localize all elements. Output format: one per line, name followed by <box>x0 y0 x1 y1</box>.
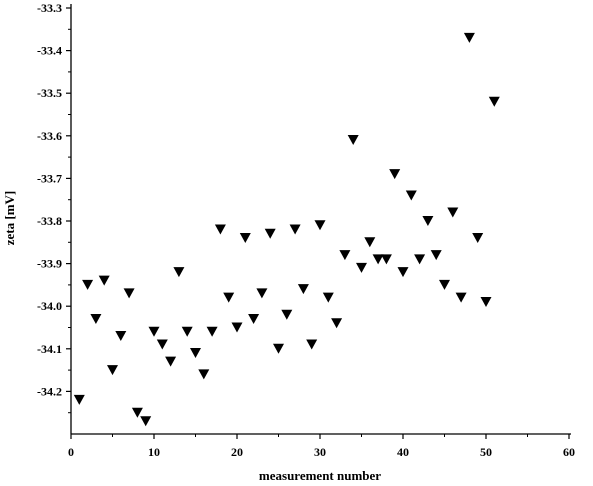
y-tick-label: -34.2 <box>37 384 62 398</box>
data-point <box>389 169 401 180</box>
data-points <box>73 32 500 427</box>
x-axis-ticks: 0 10 20 30 40 50 60 <box>68 434 575 459</box>
x-tick-label: 60 <box>563 445 575 459</box>
data-point <box>405 190 417 201</box>
data-point <box>248 313 260 324</box>
data-point <box>488 96 500 107</box>
y-tick-label: -33.4 <box>37 44 62 58</box>
data-point <box>165 356 177 367</box>
data-point <box>73 394 85 405</box>
data-point <box>356 262 367 273</box>
x-tick-label: 20 <box>231 445 243 459</box>
data-point <box>90 313 102 324</box>
data-point <box>397 267 409 278</box>
data-point <box>82 279 94 290</box>
data-point <box>297 284 309 295</box>
y-tick-label: -34.0 <box>37 299 62 313</box>
y-tick-label: -33.8 <box>37 214 62 228</box>
data-point <box>430 250 442 261</box>
y-tick-label: -33.6 <box>37 129 62 143</box>
data-point <box>364 237 376 248</box>
data-point <box>223 292 235 303</box>
data-point <box>455 292 467 303</box>
data-point <box>190 348 201 359</box>
data-point <box>472 233 484 244</box>
x-axis-title: measurement number <box>259 468 381 483</box>
x-tick-label: 30 <box>314 445 326 459</box>
data-point <box>231 322 243 333</box>
data-point <box>206 326 218 337</box>
y-tick-label: -33.9 <box>37 257 62 271</box>
y-tick-label: -33.3 <box>37 1 62 15</box>
data-point <box>148 326 160 337</box>
data-point <box>173 267 185 278</box>
data-point <box>289 224 301 235</box>
data-point <box>322 292 334 303</box>
data-point <box>372 254 384 265</box>
data-point <box>256 288 268 299</box>
data-point <box>463 32 475 43</box>
data-point <box>140 416 152 427</box>
data-point <box>98 275 110 286</box>
data-point <box>306 339 318 350</box>
data-point <box>181 326 193 337</box>
data-point <box>439 279 450 290</box>
data-point <box>123 288 135 299</box>
x-tick-label: 40 <box>397 445 409 459</box>
data-point <box>281 309 293 320</box>
data-point <box>156 339 168 350</box>
data-point <box>480 296 492 307</box>
data-point <box>380 254 392 265</box>
data-point <box>422 216 434 226</box>
y-axis-title: zeta [mV] <box>2 191 17 246</box>
data-point <box>214 224 226 235</box>
data-point <box>198 369 210 380</box>
y-tick-label: -33.5 <box>37 86 62 100</box>
data-point <box>115 331 127 342</box>
data-point <box>264 228 276 239</box>
data-point <box>331 318 343 329</box>
y-tick-label: -33.7 <box>37 171 62 185</box>
x-tick-label: 50 <box>480 445 492 459</box>
data-point <box>273 343 284 354</box>
data-point <box>107 365 118 376</box>
data-point <box>339 250 351 261</box>
x-tick-label: 0 <box>68 445 74 459</box>
data-point <box>347 135 359 146</box>
data-point <box>131 407 143 418</box>
y-tick-label: -34.1 <box>37 342 62 356</box>
data-point <box>239 233 251 244</box>
y-axis-ticks: -34.2 -34.1 -34.0 -33.9 -33.8 -33.7 -33.6 -33.5… <box>37 1 71 414</box>
data-point <box>414 254 426 265</box>
x-tick-label: 10 <box>148 445 160 459</box>
data-point <box>447 207 459 218</box>
data-point <box>314 220 326 231</box>
